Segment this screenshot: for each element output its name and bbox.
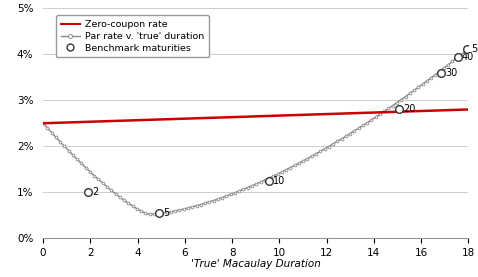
X-axis label: 'True' Macaulay Duration: 'True' Macaulay Duration xyxy=(191,259,321,269)
Legend: Zero-coupon rate, Par rate v. 'true' duration, Benchmark maturities: Zero-coupon rate, Par rate v. 'true' dur… xyxy=(56,15,208,57)
Text: 2: 2 xyxy=(93,187,99,197)
Text: 10: 10 xyxy=(273,176,285,186)
Text: 50: 50 xyxy=(471,44,478,54)
Text: 40: 40 xyxy=(462,52,474,61)
Text: 20: 20 xyxy=(403,104,415,114)
Text: 5: 5 xyxy=(163,208,170,218)
Text: 30: 30 xyxy=(445,68,458,78)
